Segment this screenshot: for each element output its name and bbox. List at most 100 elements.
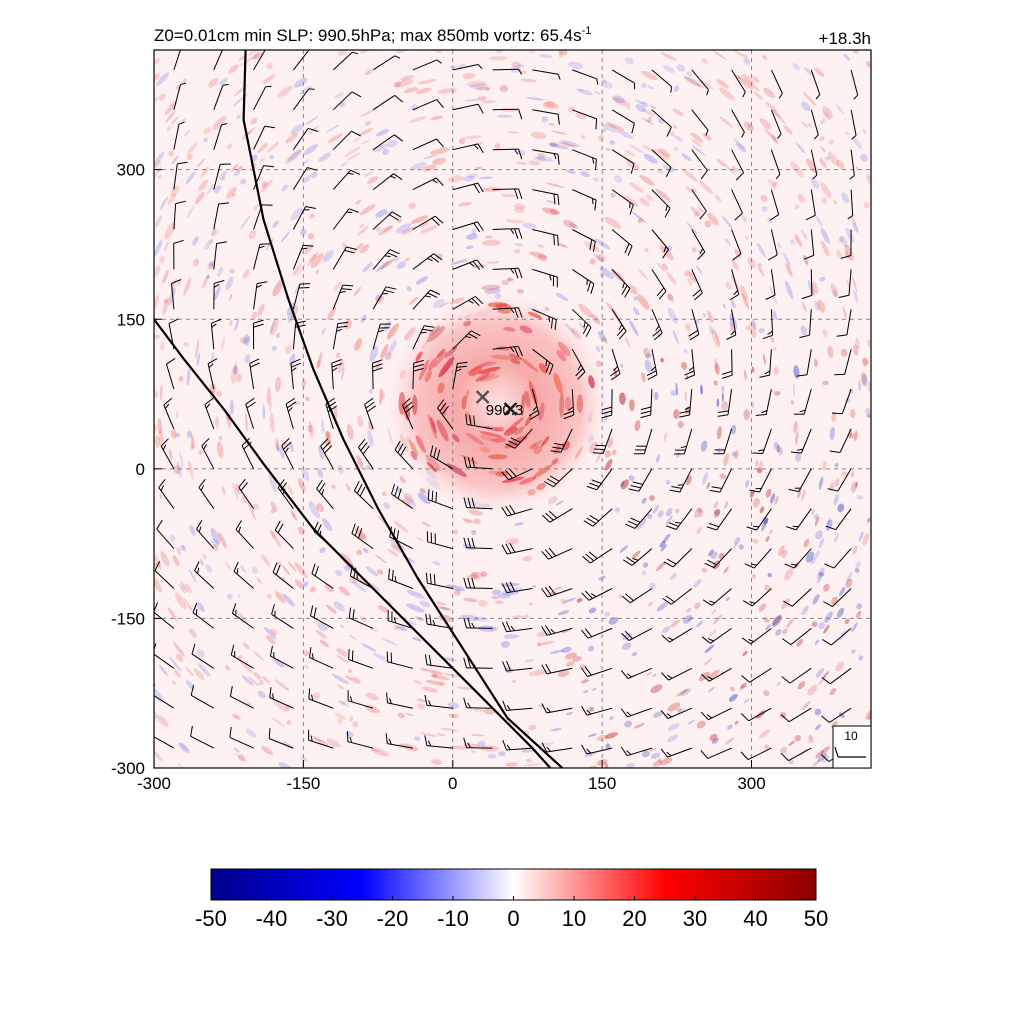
core-band — [538, 363, 548, 374]
wind-barb — [620, 707, 653, 718]
vorticity-blob — [734, 249, 742, 258]
vorticity-blob — [659, 540, 666, 548]
core-band — [504, 435, 528, 449]
vorticity-blob — [642, 144, 656, 154]
wind-barb — [544, 468, 573, 488]
wind-barb — [620, 746, 653, 757]
core-band — [480, 446, 491, 453]
vorticity-blob — [529, 669, 548, 676]
wind-barb — [742, 588, 772, 607]
vorticity-blob — [735, 74, 742, 80]
vorticity-blob — [193, 258, 200, 267]
vorticity-blob — [539, 54, 553, 59]
vorticity-blob — [551, 130, 568, 135]
vorticity-blob — [674, 135, 684, 143]
vorticity-blob — [170, 116, 179, 126]
vorticity-blob — [172, 555, 180, 567]
vorticity-blob — [591, 687, 597, 691]
vorticity-blob — [296, 262, 307, 277]
wind-barb — [372, 286, 397, 310]
wind-barb — [332, 130, 361, 151]
vorticity-blob — [633, 307, 640, 316]
vorticity-blob — [548, 122, 555, 127]
vorticity-blob — [406, 589, 425, 599]
vorticity-blob — [323, 451, 326, 457]
vorticity-blob — [285, 687, 290, 691]
vorticity-blob — [734, 537, 741, 545]
wind-barb — [731, 189, 743, 221]
wind-barb — [233, 561, 254, 589]
vorticity-blob — [433, 605, 452, 611]
vorticity-blob — [219, 77, 228, 86]
wind-barb — [744, 548, 772, 569]
vorticity-blob — [819, 118, 826, 124]
vorticity-blob — [761, 518, 768, 532]
wind-barb — [572, 229, 596, 252]
vorticity-blob — [403, 619, 418, 626]
wind-barb — [412, 253, 443, 270]
vorticity-blob — [421, 521, 431, 528]
vorticity-blob — [764, 584, 771, 592]
wind-barb — [372, 173, 403, 190]
vorticity-blob — [235, 715, 241, 721]
vorticity-blob — [701, 567, 708, 573]
vorticity-blob — [162, 269, 169, 285]
vorticity-blob — [356, 455, 364, 469]
wind-barb — [412, 138, 444, 151]
vorticity-blob — [676, 707, 682, 712]
wind-barb — [572, 149, 597, 170]
core-band — [574, 446, 583, 459]
vorticity-blob — [665, 479, 671, 485]
vorticity-blob — [233, 365, 239, 375]
vorticity-blob — [186, 368, 191, 387]
vorticity-blob — [853, 344, 859, 356]
wind-barb — [823, 588, 852, 608]
vorticity-blob — [511, 680, 517, 683]
vorticity-blob — [636, 518, 646, 530]
wind-barb — [793, 388, 812, 415]
vorticity-blob — [477, 96, 488, 101]
vorticity-blob — [288, 485, 293, 496]
vorticity-blob — [304, 664, 309, 669]
vorticity-blob — [458, 201, 472, 207]
vorticity-blob — [253, 651, 265, 662]
vorticity-blob — [374, 554, 387, 564]
vorticity-blob — [646, 671, 653, 676]
wind-barb — [601, 389, 613, 419]
vorticity-blob — [168, 287, 176, 306]
vorticity-blob — [814, 67, 825, 78]
wind-barb — [646, 349, 658, 381]
vorticity-blob — [794, 452, 802, 462]
vorticity-blob — [369, 346, 379, 362]
wind-barb — [592, 428, 613, 454]
vorticity-blob — [810, 557, 816, 565]
vorticity-blob — [417, 703, 426, 709]
vorticity-blob — [446, 584, 466, 592]
wind-barb — [651, 69, 673, 93]
core-band — [478, 373, 496, 381]
vorticity-blob — [532, 585, 537, 588]
vorticity-blob — [383, 225, 394, 233]
vorticity-blob — [168, 448, 173, 461]
wind-barb — [357, 438, 374, 470]
vorticity-blob — [827, 345, 834, 359]
core-band — [518, 356, 539, 373]
wind-barb — [213, 123, 228, 150]
vorticity-blob — [253, 672, 262, 680]
wind-barb — [253, 204, 273, 230]
vorticity-blob — [792, 63, 801, 71]
core-band — [438, 356, 455, 378]
wind-barb — [640, 389, 653, 419]
vorticity-blob — [772, 181, 778, 187]
vorticity-blob — [821, 240, 830, 257]
vorticity-blob — [182, 545, 187, 552]
vorticity-blob — [287, 148, 304, 162]
wind-barb — [372, 55, 401, 71]
vorticity-blob — [572, 656, 583, 663]
vorticity-blob — [336, 648, 348, 657]
vorticity-blob — [520, 70, 528, 74]
wind-barb — [550, 428, 573, 453]
vorticity-blob — [184, 598, 195, 615]
vorticity-blob — [734, 450, 739, 460]
core-band — [531, 439, 543, 450]
